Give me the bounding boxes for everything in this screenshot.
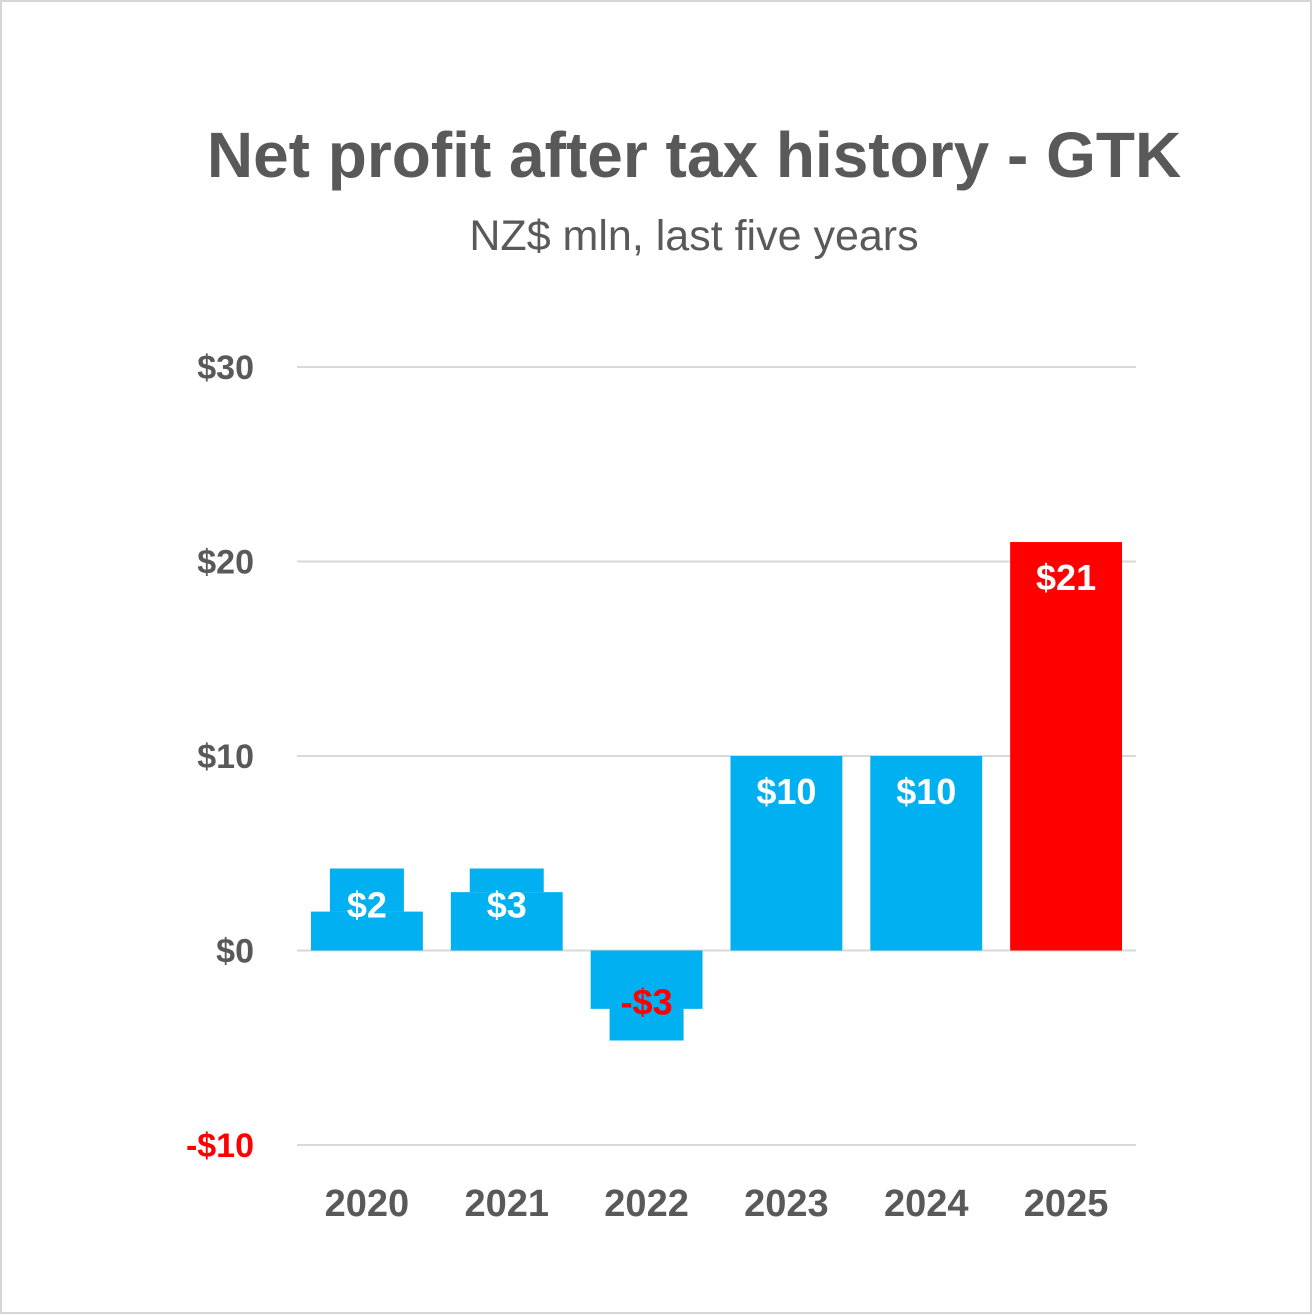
bar-2023 — [730, 756, 843, 951]
data-label: -$3 — [621, 982, 673, 1023]
data-label: $10 — [896, 771, 956, 812]
data-label: $3 — [487, 885, 527, 926]
bar-2021 — [450, 892, 563, 951]
data-label-box — [469, 868, 544, 893]
data-label-box — [329, 868, 404, 912]
x-tick-label: 2021 — [464, 1183, 549, 1225]
data-label: $21 — [1036, 557, 1096, 598]
chart-subtitle: NZ$ mln, last five years — [469, 212, 919, 260]
y-tick-label: -$10 — [186, 1127, 254, 1165]
x-tick-label: 2025 — [1024, 1183, 1109, 1225]
data-label-box — [609, 958, 684, 1041]
chart-title: Net profit after tax history - GTK — [206, 119, 1182, 191]
x-tick-label: 2024 — [884, 1183, 969, 1225]
bar-2020 — [310, 911, 423, 951]
x-tick-label: 2023 — [744, 1183, 829, 1225]
bars — [310, 542, 1123, 1009]
y-tick-label: $20 — [197, 544, 254, 582]
gridlines — [297, 366, 1136, 1146]
x-tick-label: 2022 — [604, 1183, 689, 1225]
data-labels: $2 $3 -$3 $10 $10 $21 — [329, 557, 1096, 1041]
y-tick-label: $10 — [197, 738, 254, 776]
y-axis-ticks: $30 $20 $10 $0 -$10 — [186, 349, 254, 1165]
data-label: $10 — [756, 771, 816, 812]
x-tick-label: 2020 — [325, 1183, 410, 1225]
bar-2025 — [1010, 542, 1123, 951]
y-tick-label: $30 — [197, 349, 254, 387]
y-tick-label: $0 — [216, 933, 254, 971]
bar-2024 — [870, 756, 983, 951]
data-label: $2 — [347, 885, 387, 926]
x-axis-ticks: 2020 2021 2022 2023 2024 2025 — [325, 1183, 1109, 1225]
